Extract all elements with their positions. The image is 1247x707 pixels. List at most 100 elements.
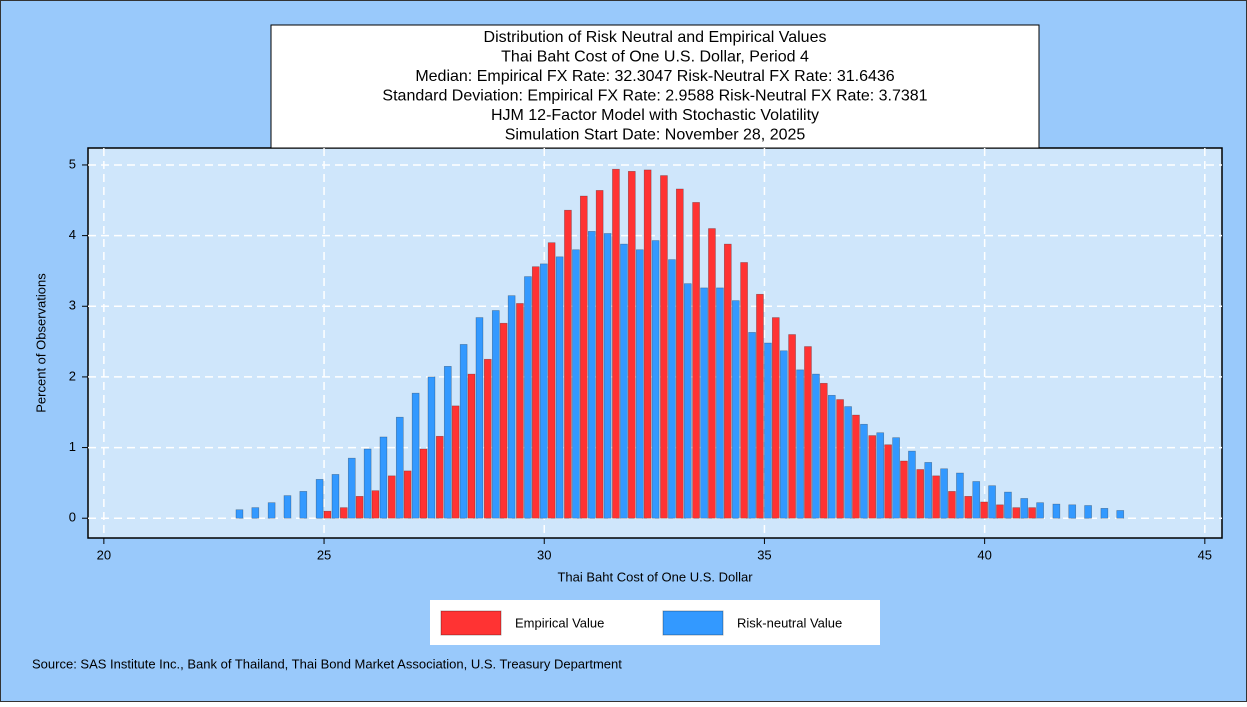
y-axis-label: Percent of Observations	[33, 273, 48, 413]
bar	[251, 507, 260, 519]
bar	[539, 263, 548, 519]
bar	[1036, 502, 1044, 519]
bar	[531, 266, 540, 519]
y-tick-label: 4	[69, 227, 76, 242]
bar	[1100, 508, 1109, 519]
bar	[708, 228, 716, 519]
bar	[363, 448, 372, 519]
bar	[1116, 510, 1125, 519]
bar	[267, 502, 276, 519]
bar	[411, 392, 420, 519]
bar	[876, 432, 885, 519]
bar	[892, 437, 900, 519]
bar	[395, 416, 404, 519]
title-box	[270, 24, 1040, 149]
bar	[572, 249, 580, 519]
x-tick-label: 35	[757, 547, 771, 562]
bar	[547, 242, 556, 519]
x-tick-label: 45	[1198, 547, 1212, 562]
bar	[555, 256, 564, 519]
chart-title: Distribution of Risk Neutral and Empiric…	[484, 29, 827, 46]
bar	[868, 435, 877, 519]
y-tick-label: 3	[69, 298, 76, 313]
bar	[827, 394, 836, 519]
bar	[235, 509, 244, 519]
bar	[932, 475, 940, 519]
bar	[700, 287, 708, 519]
bar	[387, 475, 396, 519]
legend-label: Risk-neutral Value	[737, 615, 842, 630]
bar	[756, 293, 764, 519]
bar	[675, 188, 684, 519]
x-tick-label: 25	[317, 547, 331, 562]
bar	[403, 470, 412, 519]
bar	[371, 490, 380, 519]
bar	[299, 491, 308, 519]
bar	[1020, 498, 1029, 519]
bar	[796, 369, 804, 519]
bar	[459, 344, 468, 519]
y-tick-label: 5	[69, 156, 76, 171]
x-tick-label: 30	[537, 547, 551, 562]
bar	[844, 406, 852, 519]
chart-title: Thai Baht Cost of One U.S. Dollar, Perio…	[501, 49, 809, 66]
bar	[804, 346, 812, 519]
bar	[620, 243, 628, 519]
bar	[323, 510, 332, 519]
bar	[771, 317, 780, 519]
chart-title: Simulation Start Date: November 28, 2025	[505, 127, 806, 144]
bar	[612, 168, 620, 519]
bar	[499, 322, 508, 519]
bar	[819, 382, 828, 519]
bar	[507, 295, 516, 519]
bar	[788, 334, 796, 519]
bar	[443, 366, 452, 519]
bar	[1028, 507, 1036, 519]
bar	[668, 259, 676, 519]
bar	[467, 373, 476, 519]
bar	[635, 249, 644, 519]
bar	[491, 310, 500, 519]
bar	[683, 283, 692, 519]
bar	[355, 496, 364, 519]
bar	[748, 332, 756, 519]
legend	[430, 600, 880, 645]
bar	[1084, 505, 1092, 519]
bar	[651, 240, 660, 519]
bar	[379, 436, 388, 519]
bar	[964, 496, 973, 519]
bar	[860, 423, 868, 519]
bar	[916, 469, 925, 519]
bar	[956, 472, 964, 519]
chart-title: HJM 12-Factor Model with Stochastic Vola…	[491, 107, 819, 124]
x-axis-label: Thai Baht Cost of One U.S. Dollar	[557, 569, 753, 584]
bar	[627, 171, 636, 519]
bar	[900, 460, 908, 519]
bar	[516, 303, 524, 519]
bar	[716, 287, 724, 519]
bar	[347, 457, 356, 519]
bar	[924, 462, 933, 519]
y-tick-label: 1	[69, 439, 76, 454]
source: Source: SAS Institute Inc., Bank of Thai…	[32, 656, 622, 671]
bar	[740, 262, 748, 519]
bar	[980, 501, 988, 519]
bar	[435, 435, 444, 519]
bar	[595, 190, 604, 519]
bar	[812, 373, 820, 519]
bar	[836, 399, 844, 519]
bar	[524, 276, 532, 519]
legend-swatch	[662, 610, 724, 636]
legend-label: Empirical Value	[515, 615, 604, 630]
bar	[908, 450, 916, 519]
bar	[315, 479, 324, 519]
bar	[996, 504, 1004, 519]
bar	[988, 485, 996, 519]
bar	[419, 448, 428, 519]
bar	[475, 317, 484, 519]
bar	[339, 507, 348, 519]
bar	[852, 414, 860, 519]
bar	[564, 209, 572, 519]
bar	[972, 481, 981, 519]
bar	[331, 474, 340, 519]
